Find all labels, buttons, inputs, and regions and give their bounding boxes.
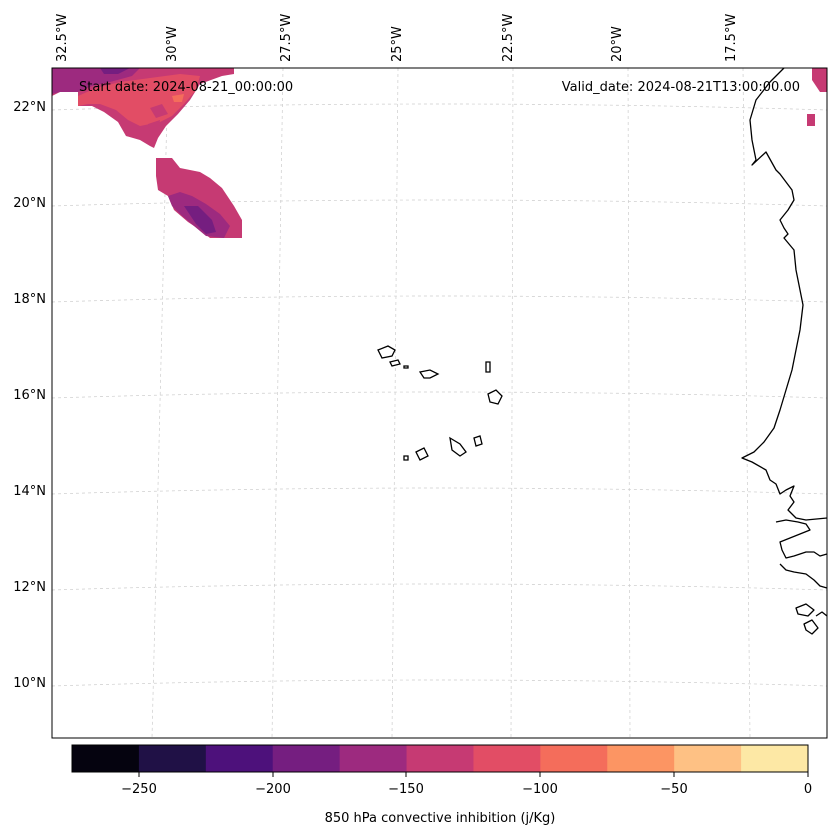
- colorbar-tick-label: −250: [121, 782, 157, 797]
- colorbar-swatch: [741, 745, 809, 772]
- colorbar: −250 −200 −150 −100 −50 0 850 hPa convec…: [71, 744, 812, 826]
- lon-label: 20°W: [610, 26, 625, 62]
- latitude-labels: 22°N 20°N 18°N 16°N 14°N 12°N 10°N: [13, 100, 46, 691]
- longitude-labels: 32.5°W 30°W 27.5°W 25°W 22.5°W 20°W 17.5…: [55, 14, 739, 62]
- map-panel: [51, 67, 828, 739]
- lat-label: 18°N: [13, 292, 46, 307]
- lat-label: 22°N: [13, 100, 46, 115]
- colorbar-frame: [71, 744, 809, 773]
- colorbar-swatch: [607, 745, 675, 772]
- lon-label: 22.5°W: [501, 14, 516, 62]
- african-coastline: [741, 67, 828, 635]
- lat-label: 16°N: [13, 388, 46, 403]
- colorbar-tick-label: −200: [255, 782, 291, 797]
- start-date-label: Start date: 2024-08-21_00:00:00: [79, 80, 293, 95]
- colorbar-swatch: [406, 745, 474, 772]
- lon-label: 27.5°W: [279, 14, 294, 62]
- lon-label: 30°W: [165, 26, 180, 62]
- cape-verde-islands: [377, 345, 503, 461]
- map-frame: [51, 67, 828, 739]
- lon-label: 32.5°W: [55, 14, 70, 62]
- lon-label: 25°W: [390, 26, 405, 62]
- colorbar-title: 850 hPa convective inhibition (j/Kg): [325, 811, 556, 826]
- colorbar-tick-label: 0: [804, 782, 812, 797]
- colorbar-tick-label: −150: [388, 782, 424, 797]
- lat-label: 20°N: [13, 196, 46, 211]
- colorbar-swatch: [339, 745, 408, 772]
- colorbar-tick-label: −100: [522, 782, 558, 797]
- colorbar-swatch: [72, 745, 140, 772]
- colorbar-swatch: [138, 745, 207, 772]
- cin-filled-contours: [52, 68, 827, 238]
- colorbar-swatch: [674, 745, 742, 772]
- colorbar-swatches: [72, 745, 809, 772]
- colorbar-tick-label: −50: [660, 782, 687, 797]
- colorbar-swatch: [473, 745, 541, 772]
- valid-date-label: Valid_date: 2024-08-21T13:00:00.00: [562, 80, 800, 95]
- colorbar-swatch: [205, 745, 274, 772]
- lat-label: 10°N: [13, 676, 46, 691]
- colorbar-swatch: [272, 745, 341, 772]
- lat-label: 14°N: [13, 484, 46, 499]
- lat-label: 12°N: [13, 580, 46, 595]
- colorbar-swatch: [540, 745, 608, 772]
- lon-label: 17.5°W: [724, 14, 739, 62]
- colorbar-ticks: [138, 772, 809, 777]
